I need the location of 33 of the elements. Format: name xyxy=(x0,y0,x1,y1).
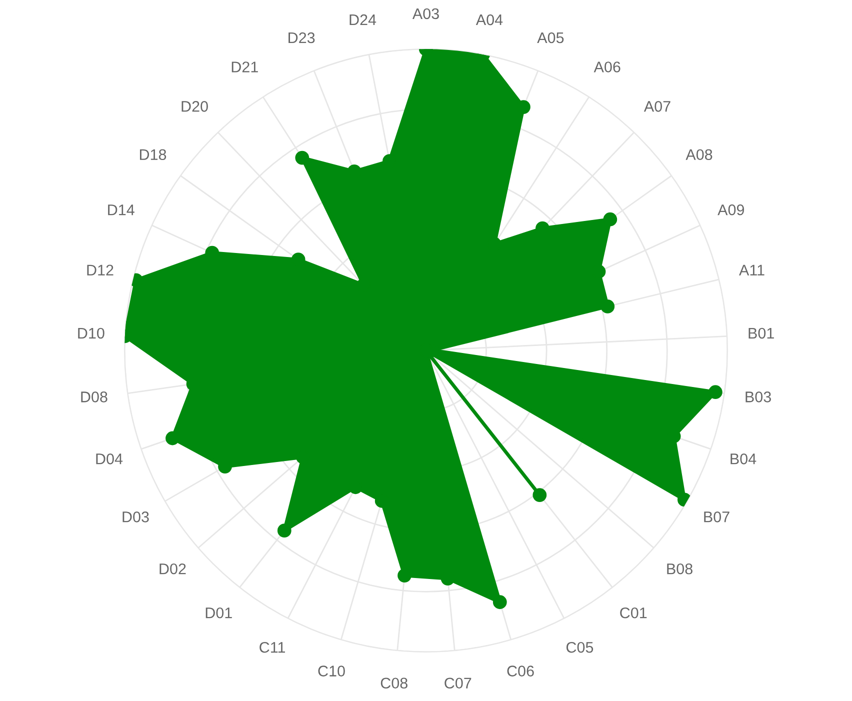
spoke-label: C08 xyxy=(380,678,408,689)
spoke-label: C11 xyxy=(260,642,285,653)
spoke-label: A09 xyxy=(718,204,744,216)
spoke-label: B03 xyxy=(746,392,771,402)
spoke-label: C05 xyxy=(566,642,594,653)
spoke-label: D03 xyxy=(122,512,149,522)
spoke-label: D02 xyxy=(160,563,186,574)
spoke-label: C07 xyxy=(444,678,472,689)
spoke-label: D01 xyxy=(206,607,232,618)
spoke-label: A11 xyxy=(739,264,764,276)
spoke-label: C06 xyxy=(507,666,534,676)
spoke-label: D10 xyxy=(78,328,104,339)
spoke-label: A07 xyxy=(644,101,670,112)
spoke-label: A08 xyxy=(686,149,712,160)
spoke-label: D12 xyxy=(87,264,114,276)
spoke-label: A06 xyxy=(594,62,620,72)
spoke-label: D20 xyxy=(182,101,208,112)
spoke-label: B07 xyxy=(704,512,730,522)
spoke-label: A05 xyxy=(537,32,564,44)
spoke-label: D08 xyxy=(81,392,108,402)
spoke-label: D23 xyxy=(288,32,315,44)
spoke-label: D18 xyxy=(140,149,166,160)
spoke-label: C01 xyxy=(620,607,647,618)
spoke-label: B04 xyxy=(730,454,756,464)
spoke-label: D04 xyxy=(96,454,123,464)
spoke-label: A04 xyxy=(476,14,503,26)
spoke-label: D21 xyxy=(232,62,258,72)
spoke-label: C10 xyxy=(318,666,345,676)
spoke-label: D24 xyxy=(350,14,376,26)
spoke-label: B08 xyxy=(667,563,692,574)
spoke-label: D14 xyxy=(108,204,134,216)
spoke-label: B01 xyxy=(748,328,774,339)
spoke-label: A03 xyxy=(412,8,439,20)
